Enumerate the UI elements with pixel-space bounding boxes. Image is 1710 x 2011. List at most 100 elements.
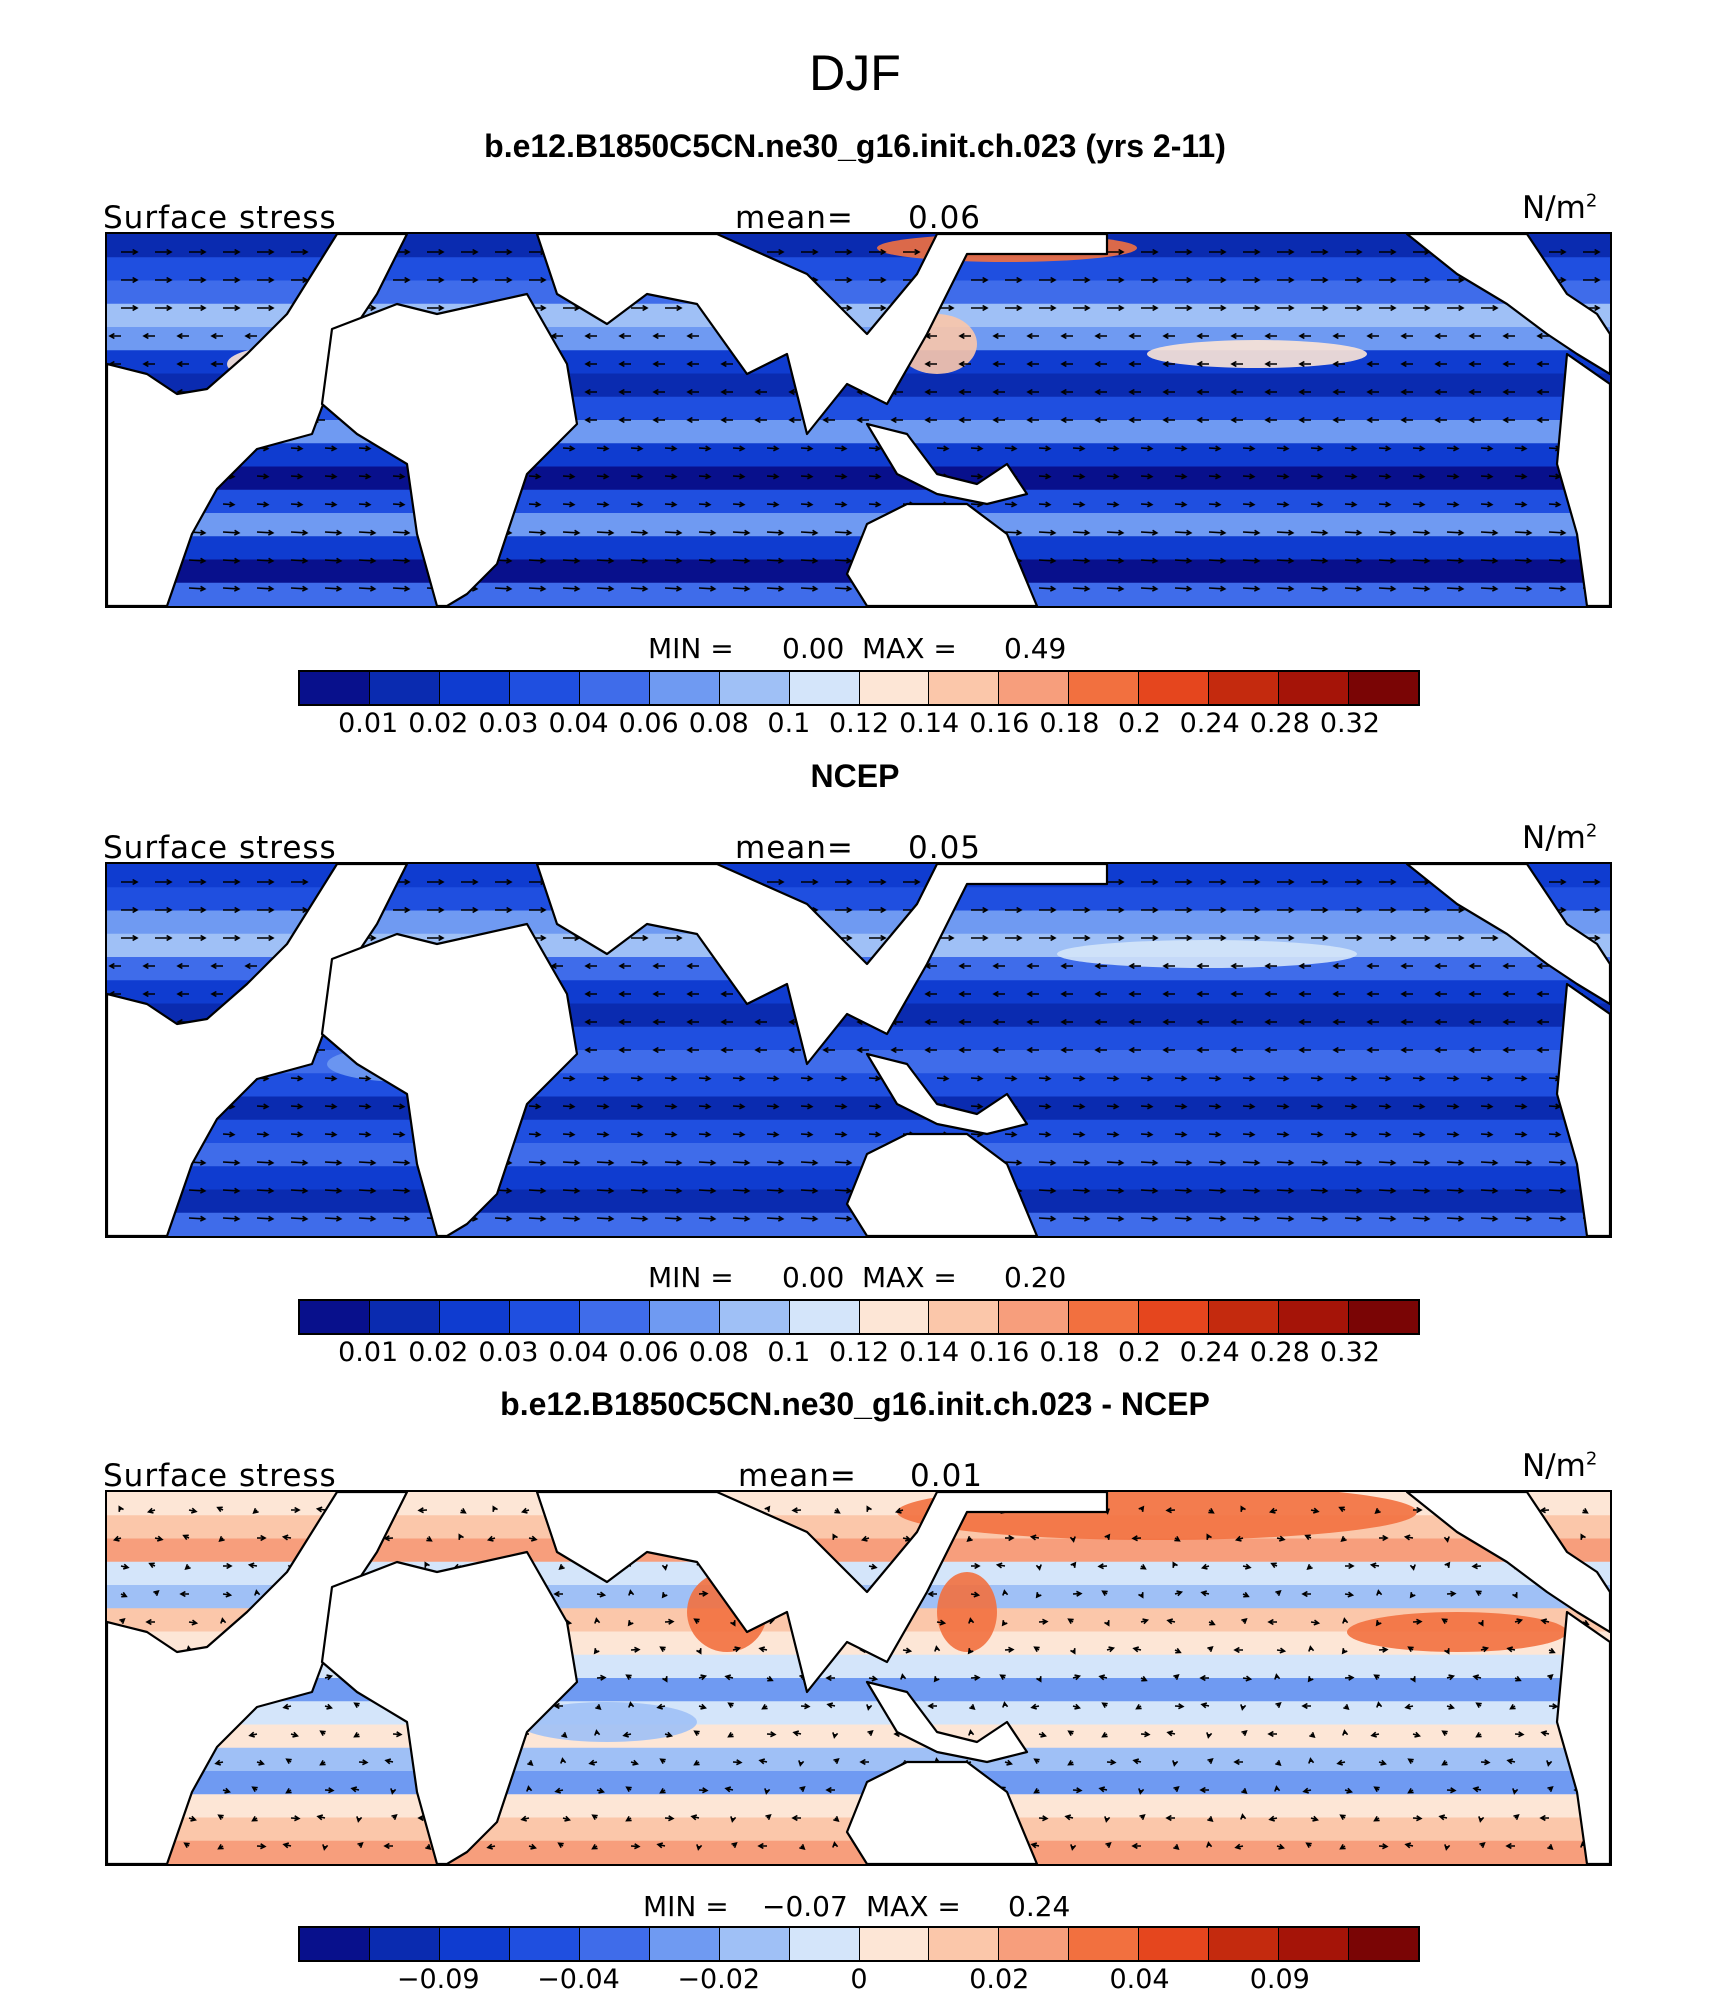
colorbar-tick-label: 0.08 (688, 1337, 749, 1368)
colorbar-tick-label: 0.16 (969, 708, 1030, 739)
colorbar-tick-label: −0.04 (537, 1964, 620, 1995)
colorbar-tick-label: 0.2 (1118, 708, 1161, 739)
panel-3-max-label: MAX = (866, 1890, 961, 1923)
colorbar-swatch (1279, 1928, 1350, 1960)
colorbar-swatch (1349, 672, 1418, 704)
colorbar-swatch (859, 1928, 930, 1960)
colorbar-tick-label: 0.32 (1319, 708, 1380, 739)
colorbar-tick-label: 0.28 (1249, 1337, 1310, 1368)
colorbar-swatch (509, 672, 580, 704)
colorbar-tick-label: 0.08 (688, 708, 749, 739)
colorbar-tick-label: 0.01 (338, 708, 399, 739)
colorbar-swatch (649, 1928, 720, 1960)
colorbar-swatch (719, 1301, 790, 1333)
panel-1-min-label: MIN = (648, 632, 734, 665)
colorbar-swatch (439, 1928, 510, 1960)
colorbar-swatch (859, 1301, 930, 1333)
colorbar-swatch (1209, 1928, 1280, 1960)
panel-1-units: N/m2 (1522, 190, 1598, 226)
colorbar-tick-label: 0.09 (1249, 1964, 1310, 1995)
colorbar-swatch (1139, 1928, 1210, 1960)
colorbar-tick-label: −0.09 (396, 1964, 480, 1995)
colorbar-swatch (509, 1301, 580, 1333)
colorbar-swatch (789, 672, 860, 704)
panel-3-max-value: 0.24 (1008, 1890, 1071, 1923)
colorbar-swatch (649, 672, 720, 704)
colorbar-tick-label: 0.02 (408, 708, 469, 739)
colorbar-swatch (439, 1301, 510, 1333)
panel-1-variable-label: Surface stress (103, 200, 337, 236)
panel-3-colorbar-ticks: −0.09 −0.04 −0.02 0 0.02 0.04 0.09 (298, 1964, 1420, 1998)
colorbar-swatch (300, 672, 370, 704)
panel-2-mean-value: 0.05 (908, 830, 982, 866)
panel-2-map (105, 862, 1612, 1238)
colorbar-swatch (300, 1301, 370, 1333)
colorbar-tick-label: 0.32 (1319, 1337, 1380, 1368)
colorbar-swatch (789, 1928, 860, 1960)
colorbar-tick-label: 0.2 (1118, 1337, 1161, 1368)
colorbar-swatch (789, 1301, 860, 1333)
colorbar-tick-label: 0.01 (338, 1337, 399, 1368)
panel-3-min-value: −0.07 (762, 1890, 848, 1923)
colorbar-swatch (999, 1301, 1070, 1333)
panel-3-colorbar (298, 1926, 1420, 1962)
colorbar-swatch (579, 1928, 650, 1960)
colorbar-tick-label: 0.04 (548, 1337, 609, 1368)
panel-3-min-label: MIN = (643, 1890, 729, 1923)
colorbar-tick-label: 0.14 (899, 708, 960, 739)
colorbar-tick-label: 0.24 (1179, 708, 1240, 739)
panel-2-variable-label: Surface stress (103, 830, 337, 866)
panel-2-colorbar (298, 1299, 1420, 1335)
colorbar-tick-label: 0.03 (478, 708, 539, 739)
colorbar-swatch (369, 1301, 440, 1333)
panel-2-max-value: 0.20 (1004, 1261, 1067, 1294)
colorbar-tick-label: −0.02 (677, 1964, 761, 1995)
colorbar-swatch (1139, 672, 1210, 704)
colorbar-swatch (1209, 672, 1280, 704)
colorbar-swatch (719, 1928, 790, 1960)
panel-2-min-value: 0.00 (782, 1261, 845, 1294)
colorbar-tick-label: 0.18 (1039, 1337, 1100, 1368)
colorbar-swatch (999, 672, 1070, 704)
colorbar-tick-label: 0.14 (899, 1337, 960, 1368)
panel-3-mean-value: 0.01 (910, 1458, 984, 1494)
colorbar-swatch (1069, 1301, 1140, 1333)
season-title: DJF (809, 45, 901, 101)
colorbar-swatch (509, 1928, 580, 1960)
colorbar-swatch (929, 672, 1000, 704)
panel-1-title: b.e12.B1850C5CN.ne30_g16.init.ch.023 (yr… (484, 128, 1226, 164)
panel-3-title: b.e12.B1850C5CN.ne30_g16.init.ch.023 - N… (500, 1386, 1210, 1422)
colorbar-tick-label: 0.16 (969, 1337, 1030, 1368)
colorbar-tick-label: 0.06 (618, 708, 679, 739)
panel-1-colorbar (298, 670, 1420, 706)
panel-2-mean-label: mean= (735, 830, 854, 866)
panel-3-units: N/m2 (1522, 1448, 1598, 1484)
colorbar-swatch (719, 672, 790, 704)
panel-1-max-label: MAX = (862, 632, 957, 665)
panel-3-mean-label: mean= (738, 1458, 857, 1494)
colorbar-swatch (579, 1301, 650, 1333)
panel-3-variable-label: Surface stress (103, 1458, 337, 1494)
colorbar-swatch (579, 672, 650, 704)
panel-2-min-label: MIN = (648, 1261, 734, 1294)
panel-2-units: N/m2 (1522, 820, 1598, 856)
panel-1-mean-label: mean= (735, 200, 854, 236)
colorbar-tick-label: 0.04 (548, 708, 609, 739)
colorbar-swatch (1069, 672, 1140, 704)
colorbar-tick-label: 0.02 (969, 1964, 1030, 1995)
panel-3-map (105, 1490, 1612, 1866)
colorbar-tick-label: 0.1 (767, 1337, 811, 1368)
colorbar-swatch (369, 672, 440, 704)
colorbar-tick-label: 0.28 (1249, 708, 1310, 739)
panel-1-map (105, 232, 1612, 608)
colorbar-swatch (1349, 1301, 1418, 1333)
colorbar-tick-label: 0.03 (478, 1337, 539, 1368)
colorbar-swatch (1139, 1301, 1210, 1333)
colorbar-swatch (1069, 1928, 1140, 1960)
colorbar-swatch (999, 1928, 1070, 1960)
panel-1-min-value: 0.00 (782, 632, 845, 665)
colorbar-tick-label: 0.24 (1179, 1337, 1240, 1368)
colorbar-tick-label: 0.02 (408, 1337, 469, 1368)
colorbar-swatch (1349, 1928, 1418, 1960)
panel-1-colorbar-ticks: 0.01 0.02 0.03 0.04 0.06 0.08 0.1 0.12 0.14 0.16 0… (298, 708, 1420, 742)
